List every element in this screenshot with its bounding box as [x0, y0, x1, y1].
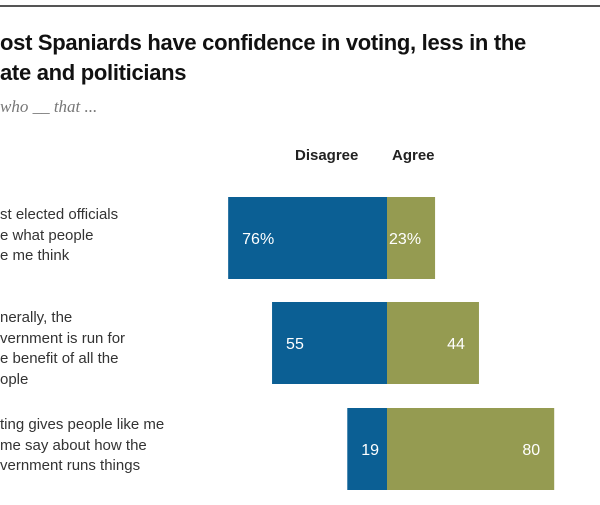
agree-bar	[387, 408, 555, 490]
disagree-value-label: 19	[361, 442, 379, 459]
disagree-value-label: 76%	[242, 231, 274, 248]
category-label-line: vernment is run for	[0, 329, 126, 347]
category-label: ting gives people like me me say about ho…	[0, 415, 164, 477]
agree-bar	[387, 197, 436, 279]
disagree-bar	[272, 302, 387, 384]
disagree-bar	[228, 197, 387, 279]
category-label-line: st elected officials	[0, 206, 119, 223]
category-label-line: ting gives people like me	[0, 416, 165, 433]
title-line-1: ost Spaniards have confidence in voting,…	[0, 30, 526, 55]
chart-subtitle: who __ that ...	[0, 97, 98, 116]
category-label-line: e me think	[0, 247, 70, 264]
category-label-line: vernment runs things	[0, 457, 141, 474]
disagree-value-label: 55	[286, 336, 304, 353]
agree-bar	[387, 302, 479, 384]
top-rule	[0, 5, 600, 7]
category-label: nerally, the vernment is run for e benefit…	[0, 308, 125, 390]
category-label: st elected officials e what people e me th…	[0, 205, 118, 267]
agree-value-label: 80	[522, 442, 540, 459]
agree-value-label: 44	[447, 336, 465, 353]
legend-disagree: Disagree	[295, 147, 359, 164]
disagree-bar	[347, 408, 387, 490]
title-line-2: ate and politicians	[0, 60, 187, 85]
legend-agree: Agree	[392, 147, 435, 164]
category-label-line: e benefit of all the	[0, 350, 119, 367]
agree-value-label: 23%	[389, 231, 421, 248]
category-label-line: me say about how the	[0, 436, 147, 454]
category-label-line: ople	[0, 370, 29, 388]
category-label-line: e what people	[0, 226, 94, 244]
chart-title: ost Spaniards have confidence in voting,…	[0, 28, 600, 88]
category-label-line: nerally, the	[0, 309, 73, 326]
